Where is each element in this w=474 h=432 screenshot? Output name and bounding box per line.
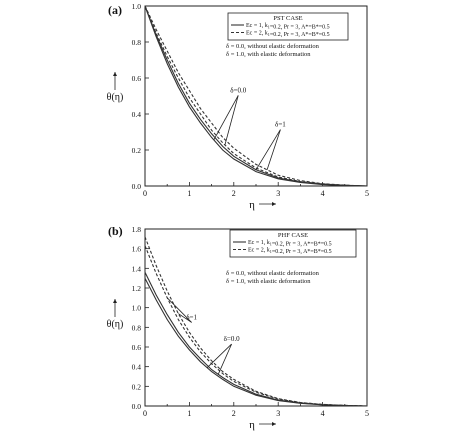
legend-entry-label: Ec = 2, k1=0.2, Pr = 3, A*=B*=0.5: [248, 248, 332, 256]
x-tick-label: 2: [232, 189, 236, 198]
x-tick-label: 2: [232, 409, 236, 418]
legend-title: PHF CASE: [278, 232, 308, 239]
curve-annotation: δ=0.0: [230, 86, 246, 94]
annotation-arrow: [266, 129, 281, 170]
annotation-arrow: [217, 343, 232, 375]
x-axis-arrowhead: [272, 422, 276, 426]
curve-annotation: δ=1: [186, 313, 197, 321]
y-tick-label: 1.6: [132, 245, 142, 254]
y-tick-label: 0.2: [132, 382, 142, 391]
annotation-arrow: [206, 343, 232, 368]
y-tick-label: 0.8: [132, 38, 142, 47]
series-line-4: [144, 236, 368, 407]
x-tick-label: 3: [276, 409, 280, 418]
y-tick-label: 0.6: [132, 343, 142, 352]
legend-note: δ = 0.0, without elastic deformation: [226, 270, 320, 277]
y-tick-label: 0.8: [132, 323, 142, 332]
x-tick-label: 3: [276, 189, 280, 198]
chart-panel-b: (b) 0 1 2 3 4 5 0.0 0.2 0.4 0.6 0.8 1.0 1.2 1.4 1.6 1.8 η…: [107, 224, 369, 431]
series-line-3: [144, 5, 368, 187]
y-tick-label: 1.0: [132, 2, 142, 11]
y-tick-label: 1.4: [132, 264, 142, 273]
chart-panel-a: (a) 0 1 2 3 4 5 0.0 0.2 0.4 0.6 0.8 1.0 η θ(η) PST CASE…: [107, 2, 369, 211]
legend-entry-label: Ec = 1, k1=0.2, Pr = 3, A*=B*=0.5: [248, 240, 332, 248]
legend-entry-label: Ec = 2, k1=0.2, Pr = 3, A*=B*=0.5: [246, 31, 330, 39]
legend-box: [229, 229, 357, 258]
x-tick-label: 0: [143, 409, 147, 418]
annotation-arrow: [224, 95, 239, 146]
x-tick-label: 0: [143, 189, 147, 198]
legend-entry-label: Ec = 1, k1=0.2, Pr = 3, A*=B*=0.5: [246, 23, 330, 31]
annotation-arrow: [166, 297, 192, 323]
annotation-arrow: [178, 313, 192, 323]
y-tick-label: 0.6: [132, 74, 142, 83]
y-tick-label: 0.4: [132, 363, 142, 372]
y-axis-arrowhead: [113, 299, 117, 303]
y-tick-label: 0.0: [132, 402, 142, 411]
curve-annotation: δ=1: [275, 121, 286, 129]
y-axis-label: θ(η): [107, 92, 124, 103]
x-tick-label: 1: [187, 189, 191, 198]
x-tick-label: 1: [187, 409, 191, 418]
y-tick-label: 1.2: [132, 284, 142, 293]
legend-note: δ = 0.0, without elastic deformation: [226, 43, 320, 50]
legend-note: δ = 1.0, with elastic deformation: [226, 51, 311, 58]
y-tick-label: 1.0: [132, 304, 142, 313]
x-tick-label: 5: [365, 409, 369, 418]
annotation-arrow: [255, 129, 281, 171]
y-axis-arrowhead: [113, 72, 117, 76]
legend-title: PST CASE: [273, 15, 302, 22]
series-line-1: [144, 277, 368, 407]
x-tick-label: 4: [321, 409, 325, 418]
x-axis-label: η: [249, 419, 255, 431]
y-tick-label: 1.8: [132, 225, 142, 234]
x-tick-label: 4: [321, 189, 325, 198]
x-axis-arrowhead: [272, 202, 276, 206]
y-tick-label: 0.2: [132, 146, 142, 155]
series-line-2: [144, 272, 368, 407]
y-tick-label: 0.4: [132, 110, 142, 119]
y-tick-label: 0.0: [132, 182, 142, 191]
x-tick-label: 5: [365, 189, 369, 198]
panel-label: (b): [108, 224, 123, 238]
annotation-arrow: [213, 95, 239, 141]
panel-label: (a): [108, 3, 122, 17]
legend-box: [227, 12, 349, 41]
legend-note: δ = 1.0, with elastic deformation: [226, 278, 311, 285]
y-axis-label: θ(η): [107, 319, 124, 330]
x-axis-label: η: [249, 199, 255, 211]
curve-annotation: δ=0.0: [224, 335, 240, 343]
